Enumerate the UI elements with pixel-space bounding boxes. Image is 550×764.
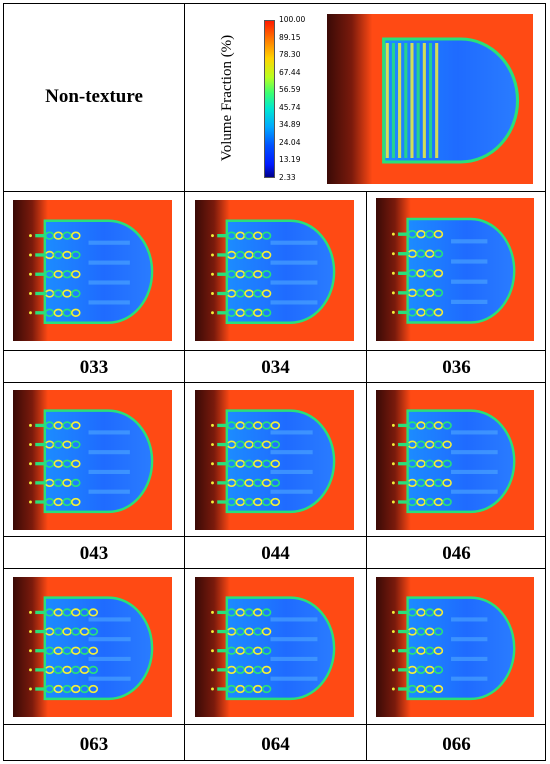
droplet-region xyxy=(382,37,520,164)
droplet-region xyxy=(225,409,336,514)
colorbar-tick-label: 56.59 xyxy=(279,85,301,95)
droplet-region xyxy=(43,219,154,324)
case-label: 066 xyxy=(442,734,471,755)
colorbar-tick-label: 78.30 xyxy=(279,50,301,60)
interface-pattern xyxy=(29,421,130,507)
colorbar-tick-label: 100.00 xyxy=(279,15,306,24)
simulation-image xyxy=(13,200,172,341)
interface-pattern xyxy=(29,231,130,317)
colorbar-tick-label: 34.89 xyxy=(279,120,301,130)
case-label: 044 xyxy=(261,543,290,564)
simulation-image xyxy=(376,198,534,341)
simulation-image xyxy=(376,577,534,717)
droplet-region xyxy=(225,596,336,701)
interface-pattern xyxy=(385,43,439,158)
case-label: 036 xyxy=(442,357,471,378)
grid-line xyxy=(3,724,546,725)
grid-line xyxy=(366,191,367,761)
grid-line xyxy=(184,3,185,761)
colorbar-tick-label: 89.15 xyxy=(279,32,301,42)
grid-line xyxy=(3,568,546,569)
droplet-region xyxy=(43,596,154,701)
droplet-region xyxy=(406,596,516,701)
colorbar-tick-label: 2.33 xyxy=(279,173,296,182)
interface-pattern xyxy=(391,608,488,694)
colorbar-tick-label: 67.44 xyxy=(279,67,301,77)
grid-line xyxy=(3,382,546,383)
simulation-image xyxy=(195,390,354,530)
simulation-image-non-texture xyxy=(327,14,533,184)
simulation-image xyxy=(13,390,172,530)
droplet-region xyxy=(406,409,516,514)
interface-pattern xyxy=(29,608,131,694)
colorbar-tick-label: 24.04 xyxy=(279,137,301,147)
colorbar-title: Volume Fraction (%) xyxy=(219,34,235,162)
interface-pattern xyxy=(211,231,318,317)
case-label: 063 xyxy=(79,734,109,755)
simulation-image xyxy=(195,577,354,717)
droplet-region xyxy=(406,217,516,324)
case-label: 034 xyxy=(261,357,290,378)
case-label: 043 xyxy=(79,543,109,564)
interface-pattern xyxy=(211,608,318,694)
simulation-image xyxy=(13,577,172,717)
colorbar xyxy=(264,20,275,178)
grid-line xyxy=(3,536,546,537)
droplet-region xyxy=(43,409,154,514)
case-label: 033 xyxy=(79,357,109,378)
case-label: 064 xyxy=(261,734,290,755)
simulation-image xyxy=(195,200,354,341)
interface-pattern xyxy=(391,421,498,507)
colorbar-tick-label: 13.19 xyxy=(279,155,301,165)
non-texture-label: Non-texture xyxy=(45,86,143,107)
interface-pattern xyxy=(391,229,488,317)
droplet-region xyxy=(225,219,336,324)
colorbar-tick-label: 45.74 xyxy=(279,102,301,112)
grid-line xyxy=(3,350,546,351)
grid-line xyxy=(3,191,546,192)
interface-pattern xyxy=(211,421,313,507)
case-label: 046 xyxy=(442,543,471,564)
simulation-image xyxy=(376,390,534,530)
